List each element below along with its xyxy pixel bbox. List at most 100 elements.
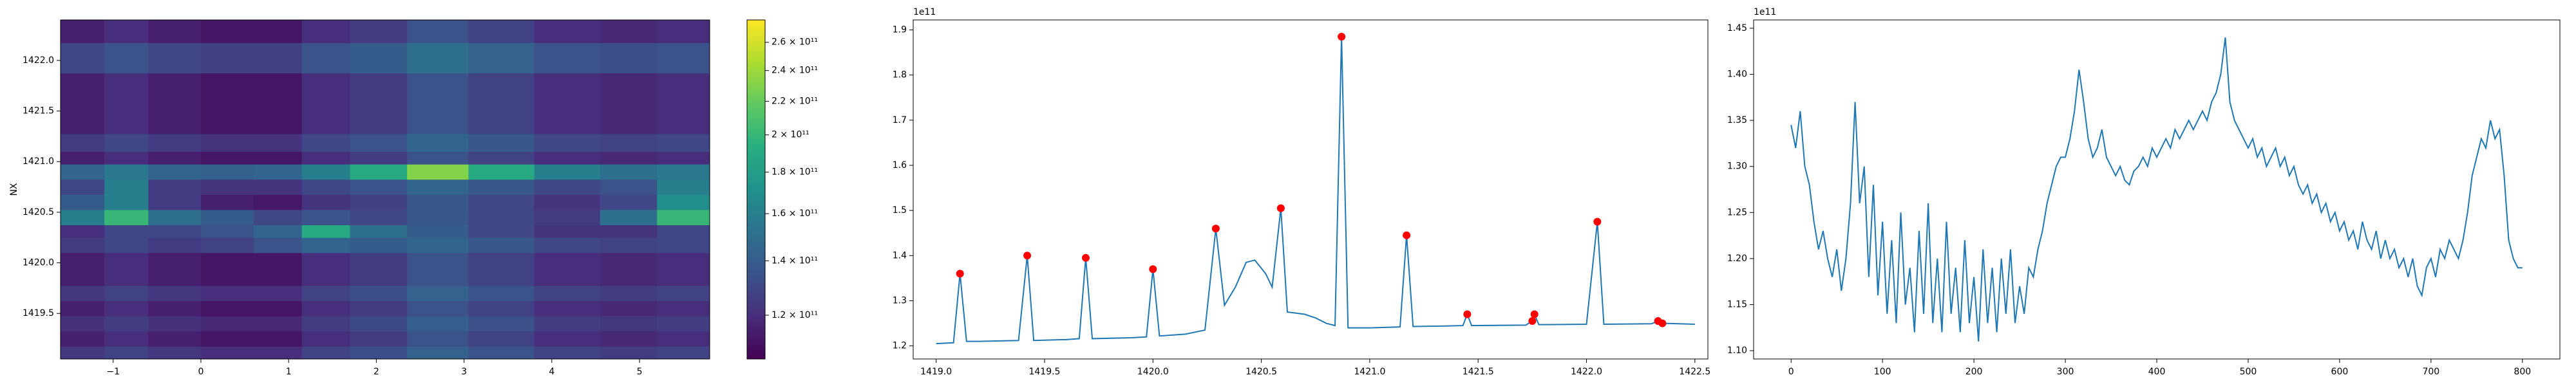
heatmap-cell [301, 151, 351, 165]
heatmap-cell [350, 133, 408, 152]
x-tick-label: 700 [2422, 367, 2439, 377]
plot-area [1790, 37, 2523, 342]
x-tick-label: 1 [286, 367, 292, 377]
peak-marker [1530, 310, 1539, 318]
heatmap-cell [350, 151, 408, 165]
heatmap-cell [148, 194, 202, 210]
x-tick-label: −1 [106, 367, 120, 377]
heatmap-cell [253, 346, 303, 359]
heatmap-cell [148, 346, 202, 359]
heatmap-cell [200, 164, 254, 180]
heatmap-cell [468, 316, 535, 332]
heatmap-cell [350, 346, 408, 359]
heatmap-cell [657, 151, 710, 165]
heatmap-cell [600, 346, 658, 359]
heatmap-cell [148, 331, 202, 347]
heatmap-cell [148, 179, 202, 195]
peak-marker [1338, 32, 1346, 41]
heatmap-cell [600, 106, 658, 134]
y-tick-label: 1.25 [1727, 207, 1747, 217]
peak-marker [1023, 252, 1032, 260]
y-tick-label: 1420.0 [23, 258, 54, 268]
heatmap-cell [200, 316, 254, 332]
peak-marker [1081, 253, 1090, 262]
heatmap-cell [200, 225, 254, 238]
heatmap-cell [407, 106, 469, 134]
heatmap-cell [104, 73, 149, 107]
y-tick-label: 1.5 [893, 205, 907, 216]
heatmap-cell [468, 179, 535, 195]
x-tick-label: 1419.0 [920, 367, 952, 377]
heatmap-cell [468, 331, 535, 347]
heatmap-cell [350, 237, 408, 253]
heatmap-cell [301, 106, 351, 134]
heatmap-cell [350, 331, 408, 347]
heatmap-cell [61, 42, 105, 74]
heatmap-cell [468, 42, 535, 74]
heatmap-cell [600, 42, 658, 74]
heatmap-cell [301, 252, 351, 271]
heatmap-cell [200, 346, 254, 359]
heatmap-cell [200, 20, 254, 43]
y-tick-label: 1421.0 [23, 156, 54, 167]
colorbar-tick-label: 2 × 10¹¹ [772, 130, 810, 140]
line [936, 36, 1695, 345]
heatmap-cell [350, 252, 408, 271]
heatmap-cell [301, 270, 351, 286]
heatmap-cell [657, 346, 710, 359]
heatmap-cell [534, 106, 601, 134]
heatmap-cell [468, 194, 535, 210]
heatmap-cell [468, 285, 535, 302]
colorbar-tick-label: 1.6 × 10¹¹ [772, 208, 818, 219]
heatmap-cell [104, 252, 149, 271]
x-tick-label: 400 [2148, 367, 2166, 377]
heatmap-cell [104, 285, 149, 302]
y-tick-label: 1.3 [893, 295, 907, 306]
heatmap-cell [468, 346, 535, 359]
heatmap-cell [200, 237, 254, 253]
heatmap-cell [534, 209, 601, 226]
heatmap-cell [534, 164, 601, 180]
heatmap-cell [301, 331, 351, 347]
colorbar-tick-label: 2.2 × 10¹¹ [772, 96, 818, 106]
heatmap-cell [148, 73, 202, 107]
x-tick-label: 300 [2057, 367, 2074, 377]
heatmap-cell [600, 73, 658, 107]
heatmap-cell [61, 73, 105, 107]
heatmap-cell [200, 270, 254, 286]
heatmap-cell [301, 237, 351, 253]
x-tick-label: 0 [198, 367, 204, 377]
heatmap-cell [148, 164, 202, 180]
axis-offset-text: 1e11 [913, 7, 936, 17]
heatmap-cell [407, 133, 469, 152]
heatmap-cell [200, 151, 254, 165]
heatmap-cell [534, 179, 601, 195]
heatmap-cell [61, 179, 105, 195]
heatmap-cell [200, 300, 254, 317]
heatmap-cell [104, 346, 149, 359]
y-tick-label: 1.6 [893, 160, 907, 170]
y-tick-label: 1.15 [1727, 300, 1747, 310]
heatmap-cell [253, 194, 303, 210]
heatmap-cell [468, 300, 535, 317]
heatmap-cell [148, 225, 202, 238]
heatmap-cell [657, 316, 710, 332]
heatmap-cell [61, 151, 105, 165]
heatmap-cell [104, 300, 149, 317]
heatmap-cell [104, 209, 149, 226]
heatmap-cell [534, 194, 601, 210]
heatmap-cell [657, 209, 710, 226]
heatmap-cell [253, 133, 303, 152]
heatmap-cell [148, 151, 202, 165]
heatmap-cell [200, 209, 254, 226]
heatmap-cell [301, 346, 351, 359]
heatmap-cell [350, 270, 408, 286]
heatmap-cell [253, 225, 303, 238]
heatmap-cell [657, 225, 710, 238]
axes-frame [1753, 19, 2561, 360]
heatmap-cell [350, 225, 408, 238]
heatmap-cell [407, 331, 469, 347]
x-tick-label: 1421.0 [1354, 367, 1385, 377]
heatmap-cell [407, 179, 469, 195]
heatmap-cell [61, 194, 105, 210]
